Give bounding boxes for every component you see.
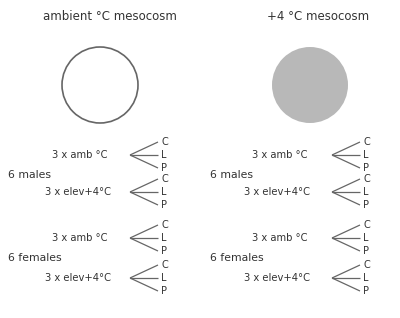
Text: L: L [363, 150, 368, 160]
Text: C: C [161, 137, 168, 147]
Text: 6 males: 6 males [8, 170, 51, 180]
Text: L: L [161, 273, 166, 283]
Text: P: P [161, 163, 167, 173]
Text: C: C [161, 260, 168, 270]
Text: P: P [161, 246, 167, 256]
Text: C: C [363, 260, 370, 270]
Circle shape [272, 47, 348, 123]
Text: 3 x elev+4°C: 3 x elev+4°C [244, 187, 310, 197]
Text: 3 x amb °C: 3 x amb °C [252, 233, 308, 243]
Text: C: C [161, 174, 168, 184]
Text: 6 females: 6 females [210, 253, 264, 263]
Text: 3 x amb °C: 3 x amb °C [52, 233, 108, 243]
Text: L: L [161, 150, 166, 160]
Text: P: P [363, 246, 369, 256]
Text: 3 x amb °C: 3 x amb °C [52, 150, 108, 160]
Text: L: L [363, 233, 368, 243]
Text: P: P [363, 200, 369, 210]
Text: C: C [161, 220, 168, 230]
Text: C: C [363, 220, 370, 230]
Text: ambient °C mesocosm: ambient °C mesocosm [43, 10, 177, 23]
Circle shape [62, 47, 138, 123]
Text: 3 x elev+4°C: 3 x elev+4°C [45, 187, 111, 197]
Text: C: C [363, 137, 370, 147]
Text: 3 x elev+4°C: 3 x elev+4°C [244, 273, 310, 283]
Text: P: P [363, 286, 369, 296]
Text: L: L [161, 233, 166, 243]
Text: L: L [363, 187, 368, 197]
Text: 3 x elev+4°C: 3 x elev+4°C [45, 273, 111, 283]
Text: 6 males: 6 males [210, 170, 253, 180]
Text: 6 females: 6 females [8, 253, 62, 263]
Text: P: P [161, 200, 167, 210]
Text: L: L [161, 187, 166, 197]
Text: +4 °C mesocosm: +4 °C mesocosm [267, 10, 369, 23]
Text: C: C [363, 174, 370, 184]
Text: L: L [363, 273, 368, 283]
Text: P: P [161, 286, 167, 296]
Text: P: P [363, 163, 369, 173]
Text: 3 x amb °C: 3 x amb °C [252, 150, 308, 160]
